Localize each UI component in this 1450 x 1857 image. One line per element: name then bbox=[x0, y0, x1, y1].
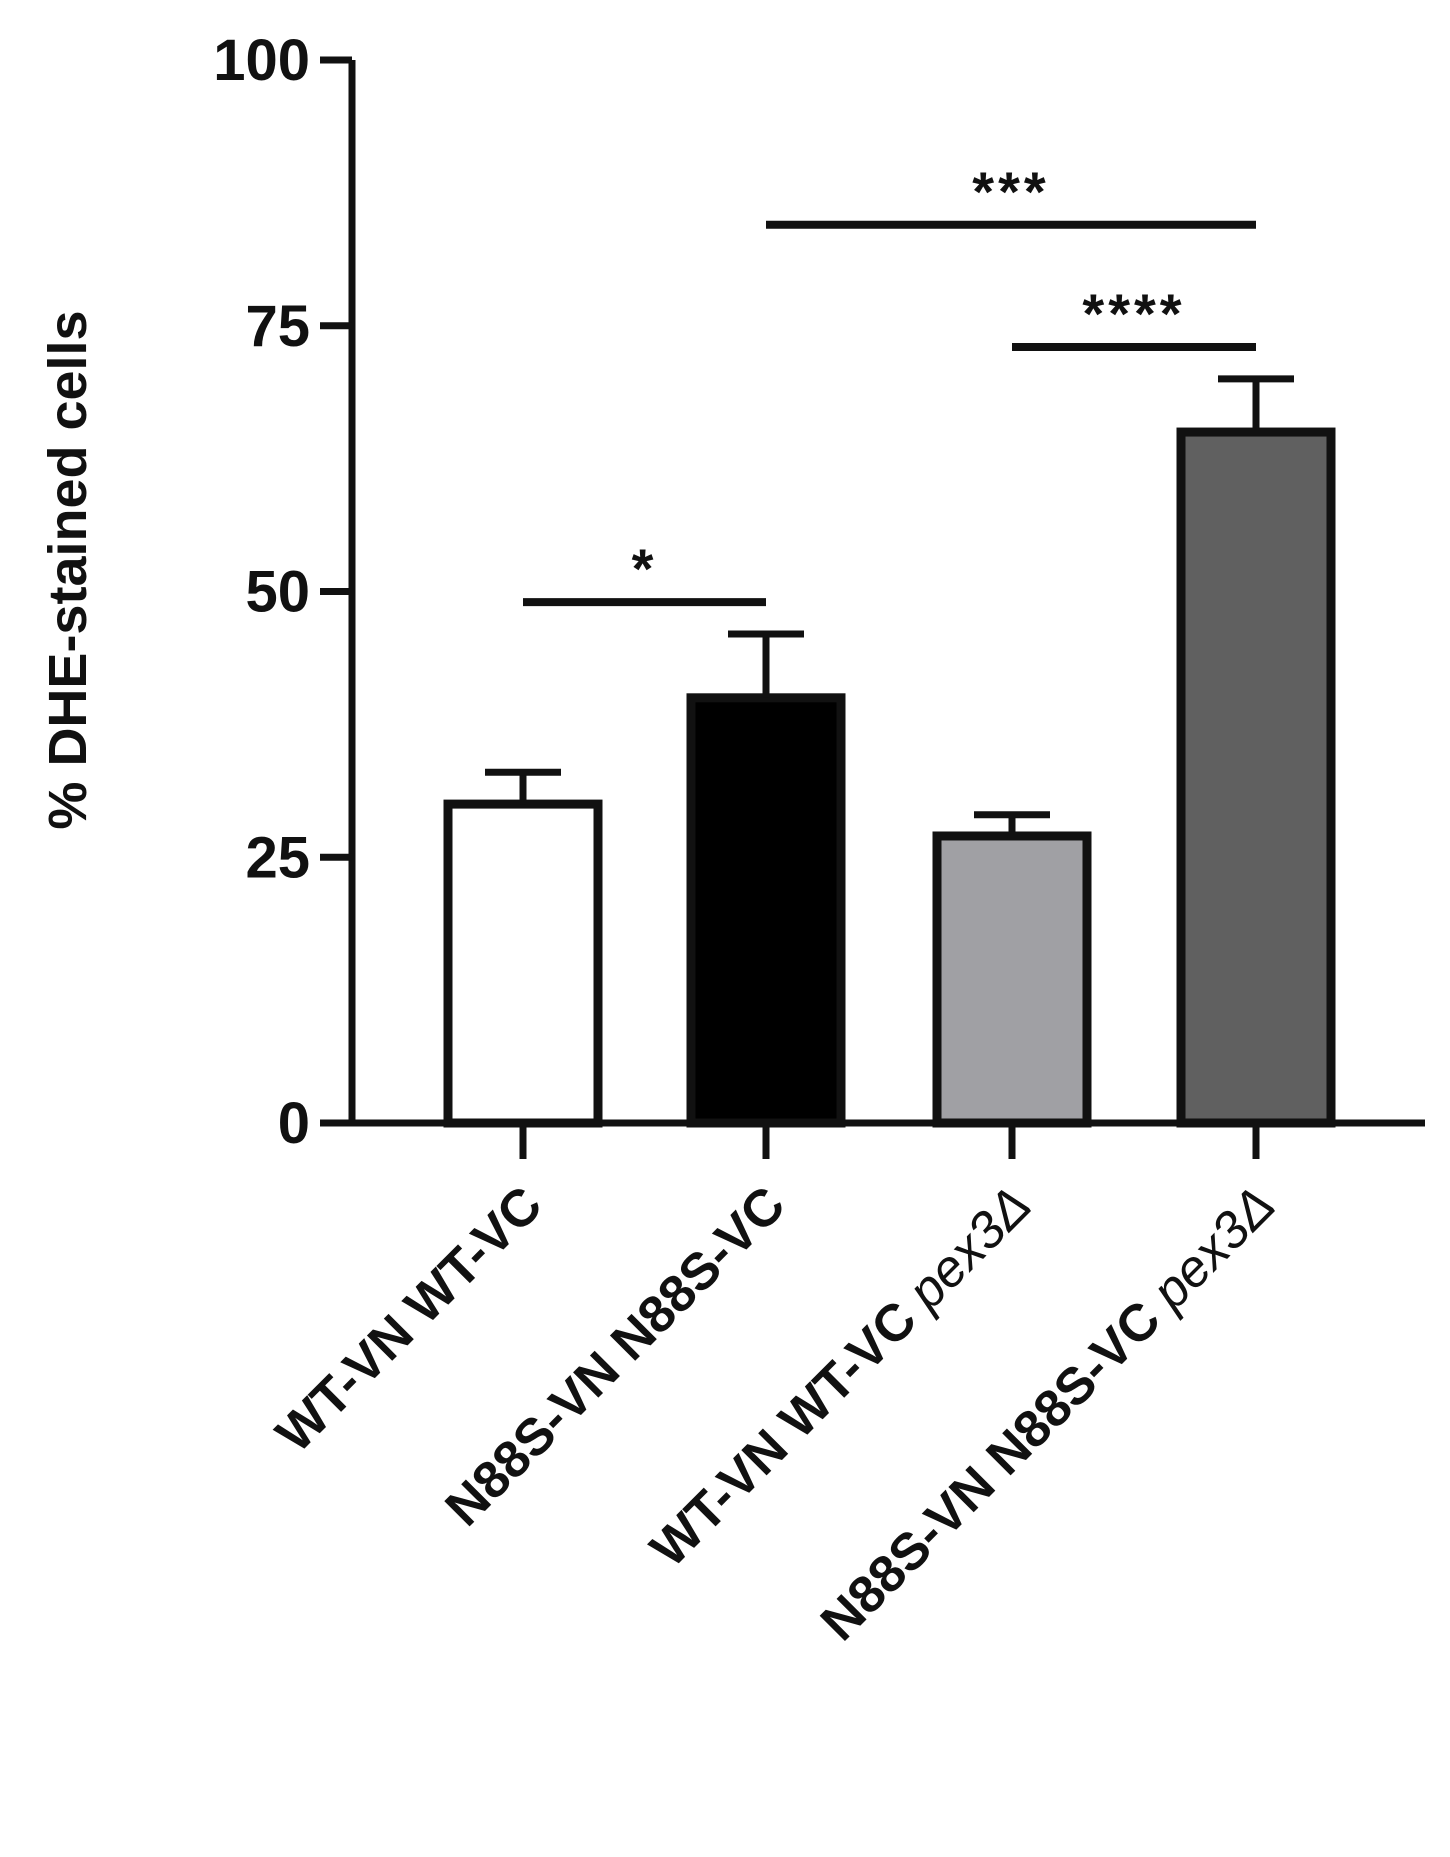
y-tick-label: 25 bbox=[245, 825, 310, 890]
category-label-strain: pex3Δ bbox=[1140, 1175, 1287, 1322]
significance-label: **** bbox=[1082, 282, 1185, 345]
y-tick-label: 75 bbox=[245, 294, 310, 359]
significance-label: *** bbox=[972, 160, 1049, 223]
significance-brackets: ******** bbox=[523, 160, 1256, 607]
y-tick-label: 0 bbox=[278, 1091, 310, 1156]
y-tick-label: 50 bbox=[245, 560, 310, 625]
y-tick-label: 100 bbox=[213, 28, 310, 93]
category-label-strain: pex3Δ bbox=[896, 1175, 1043, 1322]
category-label: N88S-VN N88S-VC pex3Δ bbox=[810, 1175, 1286, 1651]
bar bbox=[443, 799, 603, 1128]
y-axis-title: % DHE-stained cells bbox=[38, 310, 98, 829]
significance-label: * bbox=[632, 537, 658, 600]
x-axis bbox=[349, 1119, 1425, 1159]
error-bars bbox=[485, 375, 1294, 836]
bar bbox=[932, 831, 1092, 1128]
y-axis: 0 25 50 75 100 bbox=[213, 28, 356, 1156]
bar bbox=[686, 693, 846, 1128]
bars bbox=[443, 427, 1336, 1128]
bar bbox=[1176, 427, 1336, 1128]
